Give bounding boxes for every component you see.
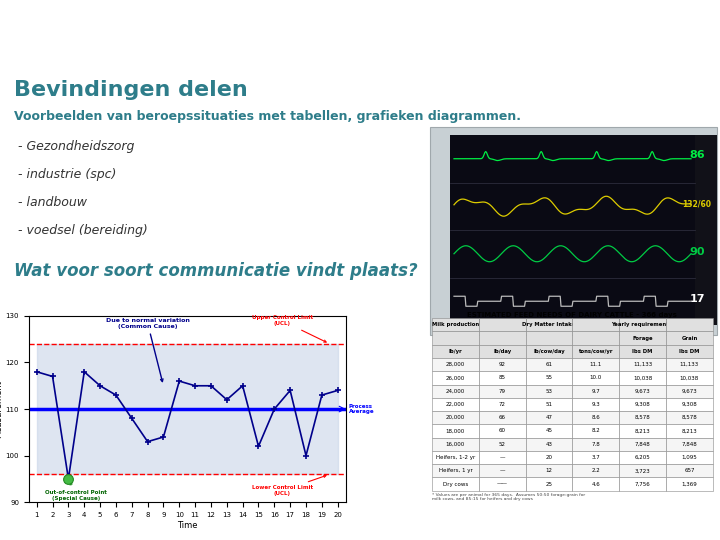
Text: 90: 90 [689,247,705,256]
Text: - landbouw: - landbouw [18,196,87,209]
Text: Out-of-control Point
(Special Cause): Out-of-control Point (Special Cause) [45,483,107,501]
Text: Process
Average: Process Average [348,404,374,415]
Text: Wat voor soort communicatie vindt plaats?: Wat voor soort communicatie vindt plaats… [14,262,418,280]
Text: Bevindingen delen: Bevindingen delen [14,80,248,100]
Text: 132/60: 132/60 [683,200,711,209]
Bar [695,135,717,325]
Text: * Values are per animal for 365 days.  Assumes 50:50 forage:grain for
milk cows,: * Values are per animal for 365 days. As… [432,492,585,501]
Text: Voorbeelden van beroepssituaties met tabellen, grafieken diagrammen.: Voorbeelden van beroepssituaties met tab… [14,110,521,123]
Text: 86: 86 [689,150,705,160]
Text: - Gezondheidszorg: - Gezondheidszorg [18,140,135,153]
Y-axis label: Measurement: Measurement [0,380,3,438]
Text: DZLM: DZLM [9,11,48,24]
Text: Lower Control Limit
(UCL): Lower Control Limit (UCL) [252,475,326,496]
Text: 17: 17 [689,294,705,304]
X-axis label: Time: Time [177,521,197,530]
Bar [450,135,695,325]
Text: ESTIMATED FEED NEEDS OF DAIRY CATTLE - 366 days: ESTIMATED FEED NEEDS OF DAIRY CATTLE - 3… [467,313,678,319]
Text: Due to normal variation
(Common Cause): Due to normal variation (Common Cause) [106,318,189,382]
Text: - industrie (spc): - industrie (spc) [18,168,117,181]
Text: ⊞: ⊞ [52,12,60,22]
Text: - voedsel (bereiding): - voedsel (bereiding) [18,224,148,237]
Text: Upper Control Limit
(UCL): Upper Control Limit (UCL) [251,315,326,342]
Bar [430,127,717,335]
